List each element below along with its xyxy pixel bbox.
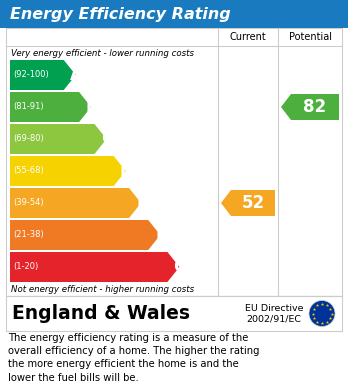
Polygon shape: [10, 156, 126, 186]
Text: Not energy efficient - higher running costs: Not energy efficient - higher running co…: [11, 285, 194, 294]
Text: B: B: [86, 98, 98, 116]
Polygon shape: [10, 220, 160, 250]
Bar: [6, 296, 342, 331]
Text: C: C: [101, 130, 113, 148]
Text: (92-100): (92-100): [13, 70, 49, 79]
Text: (69-80): (69-80): [13, 135, 44, 143]
Bar: [0, 0, 348, 28]
Text: Potential: Potential: [288, 32, 332, 42]
Text: England & Wales: England & Wales: [12, 304, 190, 323]
Text: (1-20): (1-20): [13, 262, 38, 271]
Circle shape: [309, 301, 335, 326]
Text: Very energy efficient - lower running costs: Very energy efficient - lower running co…: [11, 48, 194, 57]
Polygon shape: [10, 60, 76, 90]
Text: (39-54): (39-54): [13, 199, 44, 208]
Text: (21-38): (21-38): [13, 231, 44, 240]
Polygon shape: [10, 124, 106, 154]
Text: A: A: [70, 66, 83, 84]
Text: Current: Current: [230, 32, 266, 42]
Polygon shape: [281, 94, 339, 120]
Text: E: E: [136, 194, 148, 212]
Polygon shape: [10, 252, 180, 282]
Text: G: G: [174, 258, 187, 276]
Polygon shape: [10, 92, 91, 122]
Text: F: F: [156, 226, 167, 244]
Text: 52: 52: [242, 194, 264, 212]
Text: D: D: [120, 162, 134, 180]
Text: (81-91): (81-91): [13, 102, 44, 111]
Polygon shape: [221, 190, 275, 216]
Text: EU Directive: EU Directive: [245, 304, 303, 313]
Polygon shape: [10, 188, 141, 218]
Text: The energy efficiency rating is a measure of the
overall efficiency of a home. T: The energy efficiency rating is a measur…: [8, 333, 260, 383]
Bar: [6, 28, 342, 296]
Text: Energy Efficiency Rating: Energy Efficiency Rating: [10, 7, 231, 22]
Text: 2002/91/EC: 2002/91/EC: [246, 314, 301, 323]
Text: 82: 82: [303, 98, 326, 116]
Text: (55-68): (55-68): [13, 167, 44, 176]
